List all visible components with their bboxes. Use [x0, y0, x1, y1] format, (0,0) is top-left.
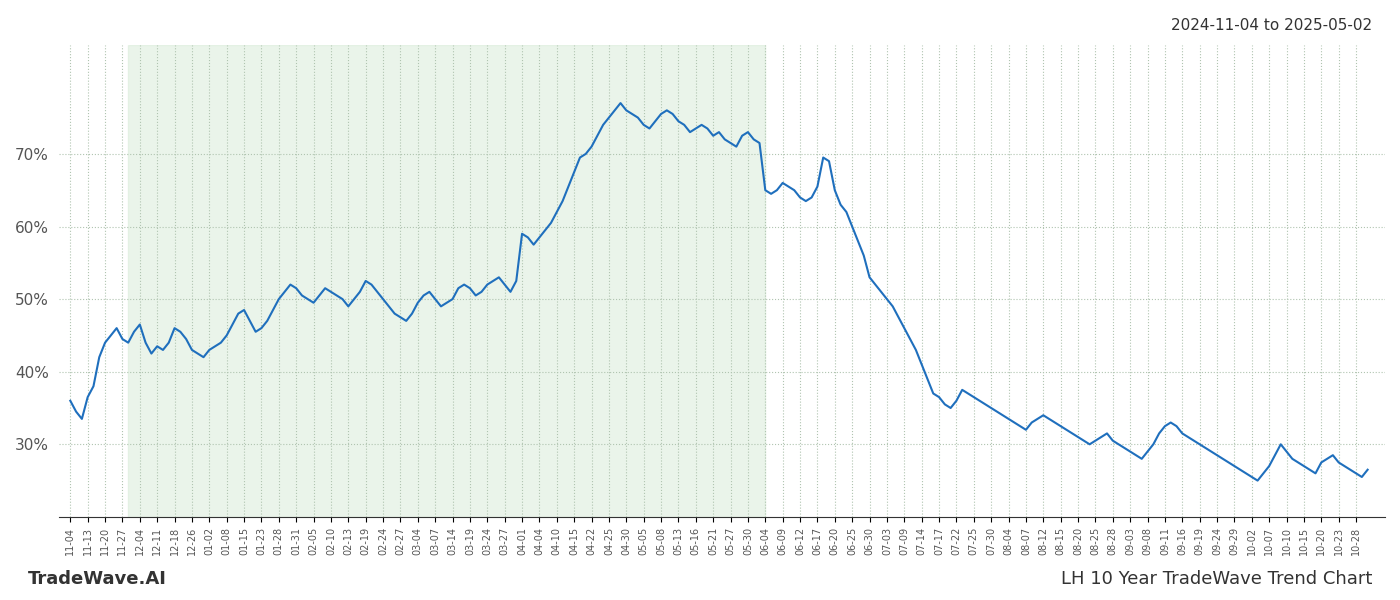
Bar: [129, 45, 766, 517]
Text: TradeWave.AI: TradeWave.AI: [28, 570, 167, 588]
Text: 2024-11-04 to 2025-05-02: 2024-11-04 to 2025-05-02: [1170, 18, 1372, 33]
Text: LH 10 Year TradeWave Trend Chart: LH 10 Year TradeWave Trend Chart: [1061, 570, 1372, 588]
